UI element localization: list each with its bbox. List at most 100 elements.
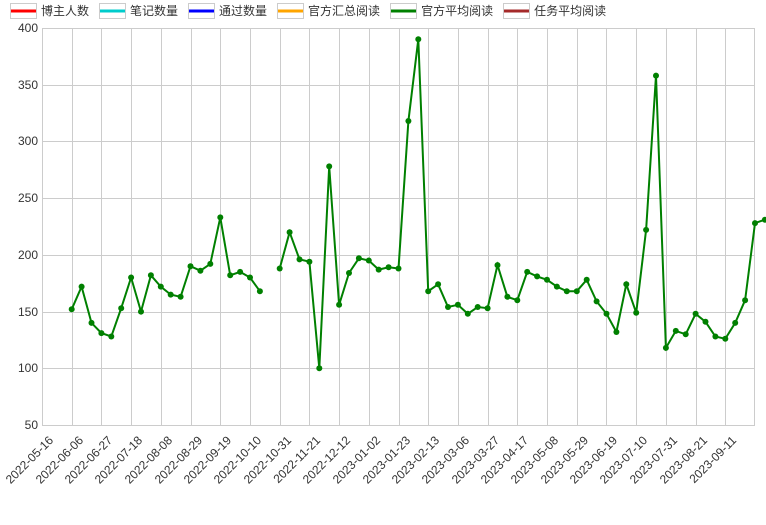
y-tick-label: 200	[18, 248, 42, 262]
series-marker[interactable]	[128, 275, 134, 281]
series-marker[interactable]	[574, 288, 580, 294]
series-marker[interactable]	[435, 281, 441, 287]
series-marker[interactable]	[346, 270, 352, 276]
y-tick-label: 350	[18, 78, 42, 92]
legend-item[interactable]: 任务平均阅读	[503, 2, 606, 19]
series-marker[interactable]	[158, 284, 164, 290]
legend-label: 博主人数	[41, 2, 89, 19]
series-marker[interactable]	[79, 284, 85, 290]
legend: 博主人数 笔记数量 通过数量 官方汇总阅读 官方平均阅读 任务平均阅读	[10, 2, 606, 19]
series-marker[interactable]	[336, 302, 342, 308]
series-marker[interactable]	[316, 365, 322, 371]
series-marker[interactable]	[227, 272, 233, 278]
y-tick-label: 400	[18, 21, 42, 35]
series-marker[interactable]	[247, 275, 253, 281]
chart-container: 博主人数 笔记数量 通过数量 官方汇总阅读 官方平均阅读 任务平均阅读 501001502…	[0, 0, 766, 525]
series-marker[interactable]	[524, 269, 530, 275]
y-tick-label: 100	[18, 361, 42, 375]
series-marker[interactable]	[306, 259, 312, 265]
series-marker[interactable]	[455, 302, 461, 308]
series-marker[interactable]	[118, 305, 124, 311]
legend-swatch	[277, 3, 304, 19]
series-marker[interactable]	[376, 267, 382, 273]
series-marker[interactable]	[534, 273, 540, 279]
series-marker[interactable]	[148, 272, 154, 278]
legend-label: 官方平均阅读	[421, 2, 493, 19]
y-grid-line	[42, 425, 755, 426]
series-marker[interactable]	[693, 311, 699, 317]
series-marker[interactable]	[237, 269, 243, 275]
y-tick-label: 150	[18, 305, 42, 319]
series-marker[interactable]	[108, 334, 114, 340]
series-marker[interactable]	[712, 334, 718, 340]
series-marker[interactable]	[207, 261, 213, 267]
series-marker[interactable]	[742, 297, 748, 303]
series-marker[interactable]	[653, 73, 659, 79]
series-marker[interactable]	[188, 263, 194, 269]
series-marker[interactable]	[544, 277, 550, 283]
series-marker[interactable]	[326, 163, 332, 169]
series-marker[interactable]	[554, 284, 560, 290]
series-marker[interactable]	[485, 305, 491, 311]
series-marker[interactable]	[762, 217, 766, 223]
series-marker[interactable]	[633, 310, 639, 316]
series-line	[72, 39, 766, 368]
series-marker[interactable]	[613, 329, 619, 335]
series-marker[interactable]	[594, 298, 600, 304]
series-marker[interactable]	[277, 266, 283, 272]
legend-label: 笔记数量	[130, 2, 178, 19]
series-marker[interactable]	[297, 256, 303, 262]
legend-swatch	[188, 3, 215, 19]
series-marker[interactable]	[386, 264, 392, 270]
plot-area: 501001502002503003504002022-05-162022-06…	[42, 28, 755, 425]
series-marker[interactable]	[356, 255, 362, 261]
series-marker[interactable]	[643, 227, 649, 233]
series-marker[interactable]	[465, 311, 471, 317]
series-marker[interactable]	[178, 294, 184, 300]
legend-swatch	[390, 3, 417, 19]
series-marker[interactable]	[604, 311, 610, 317]
legend-label: 官方汇总阅读	[308, 2, 380, 19]
series-marker[interactable]	[495, 262, 501, 268]
legend-item[interactable]: 博主人数	[10, 2, 89, 19]
series-marker[interactable]	[217, 214, 223, 220]
series-marker[interactable]	[415, 36, 421, 42]
series-marker[interactable]	[366, 258, 372, 264]
series-marker[interactable]	[752, 220, 758, 226]
y-tick-label: 250	[18, 191, 42, 205]
y-tick-label: 300	[18, 134, 42, 148]
series-marker[interactable]	[475, 304, 481, 310]
series-marker[interactable]	[663, 345, 669, 351]
series-marker[interactable]	[257, 288, 263, 294]
series-marker[interactable]	[287, 229, 293, 235]
legend-label: 通过数量	[219, 2, 267, 19]
series-marker[interactable]	[168, 292, 174, 298]
series-marker[interactable]	[405, 118, 411, 124]
legend-item[interactable]: 官方汇总阅读	[277, 2, 380, 19]
series-svg	[42, 28, 755, 425]
legend-item[interactable]: 通过数量	[188, 2, 267, 19]
legend-label: 任务平均阅读	[534, 2, 606, 19]
series-marker[interactable]	[564, 288, 570, 294]
series-marker[interactable]	[722, 336, 728, 342]
series-marker[interactable]	[396, 266, 402, 272]
legend-item[interactable]: 官方平均阅读	[390, 2, 493, 19]
series-marker[interactable]	[683, 331, 689, 337]
series-marker[interactable]	[89, 320, 95, 326]
legend-swatch	[99, 3, 126, 19]
legend-swatch	[503, 3, 530, 19]
series-marker[interactable]	[623, 281, 629, 287]
series-marker[interactable]	[138, 309, 144, 315]
series-marker[interactable]	[98, 330, 104, 336]
series-marker[interactable]	[197, 268, 203, 274]
series-marker[interactable]	[732, 320, 738, 326]
series-marker[interactable]	[703, 319, 709, 325]
series-marker[interactable]	[673, 328, 679, 334]
series-marker[interactable]	[514, 297, 520, 303]
legend-item[interactable]: 笔记数量	[99, 2, 178, 19]
series-marker[interactable]	[445, 304, 451, 310]
series-marker[interactable]	[425, 288, 431, 294]
series-marker[interactable]	[504, 294, 510, 300]
series-marker[interactable]	[69, 306, 75, 312]
series-marker[interactable]	[584, 277, 590, 283]
